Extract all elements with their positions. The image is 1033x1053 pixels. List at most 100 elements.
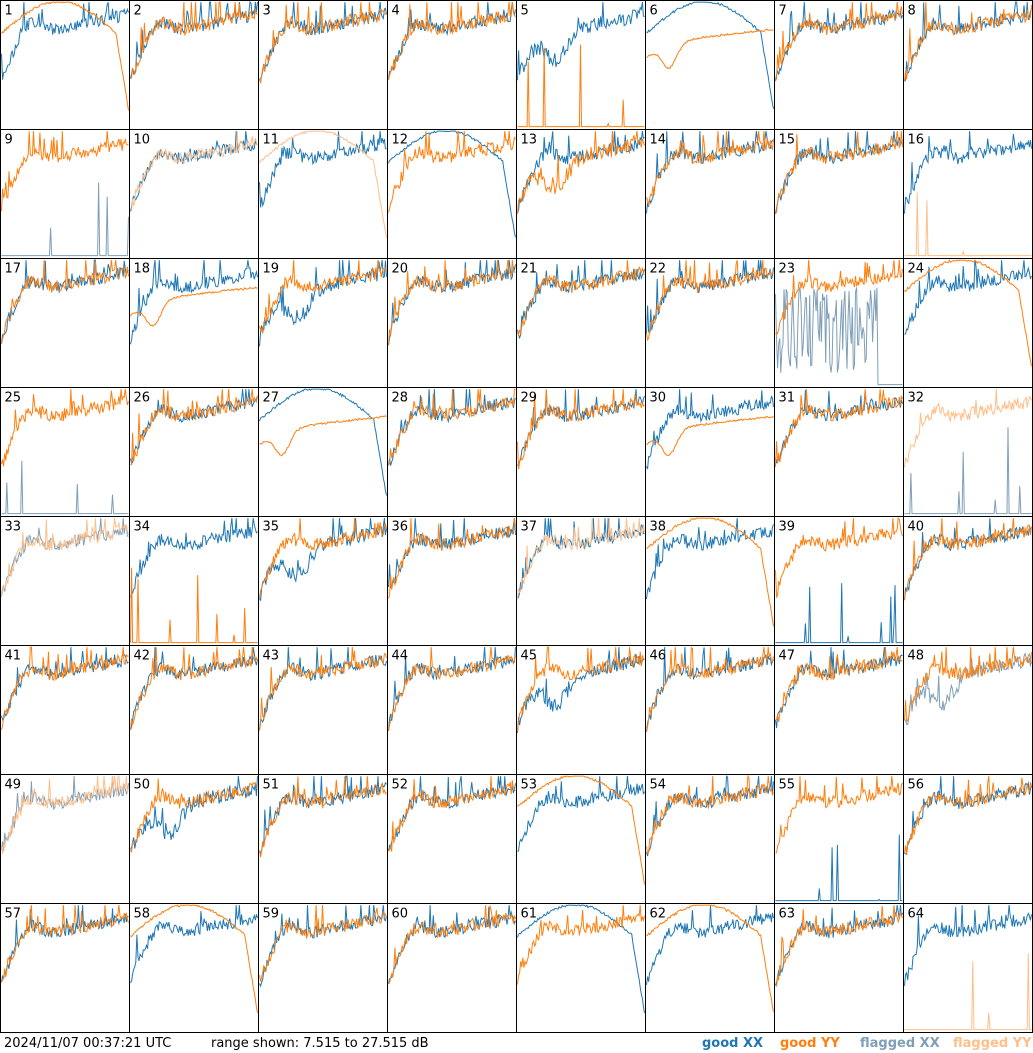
panel-4: 4 xyxy=(387,0,517,130)
series-yy-60 xyxy=(388,905,516,985)
series-yy-11 xyxy=(259,130,387,238)
series-yy-22 xyxy=(646,259,774,342)
panel-frame-30 xyxy=(645,387,775,517)
panel-37: 37 xyxy=(516,516,646,646)
panel-label-32: 32 xyxy=(908,391,925,406)
series-xx-58 xyxy=(130,905,258,984)
panel-label-33: 33 xyxy=(5,520,22,535)
panel-label-57: 57 xyxy=(5,907,22,922)
panel-38: 38 xyxy=(645,516,775,646)
panel-2: 2 xyxy=(129,0,259,130)
panel-label-52: 52 xyxy=(392,778,409,793)
panel-frame-44 xyxy=(387,645,517,775)
series-yy-47 xyxy=(775,647,903,722)
panel-frame-33 xyxy=(0,516,130,646)
panel-frame-50 xyxy=(129,774,259,904)
panel-label-61: 61 xyxy=(521,907,538,922)
panel-55: 55 xyxy=(774,774,904,904)
series-xx-61 xyxy=(517,904,645,1014)
panel-25: 25 xyxy=(0,387,130,517)
series-yy-37 xyxy=(517,518,645,599)
panel-label-28: 28 xyxy=(392,391,409,406)
series-xx-55 xyxy=(775,834,903,902)
series-yy-32 xyxy=(904,389,1032,468)
panel-label-11: 11 xyxy=(263,133,280,148)
panel-frame-52 xyxy=(387,774,517,904)
series-yy-25 xyxy=(1,389,129,467)
panel-24: 24 xyxy=(903,258,1033,388)
series-yy-23 xyxy=(775,260,903,335)
panel-label-29: 29 xyxy=(521,391,538,406)
panel-frame-47 xyxy=(774,645,904,775)
series-yy-46 xyxy=(646,646,774,733)
series-xx-24 xyxy=(904,260,1032,335)
series-yy-64 xyxy=(904,953,1032,1031)
series-xx-10 xyxy=(130,131,258,212)
series-yy-38 xyxy=(646,517,774,627)
series-xx-16 xyxy=(904,131,1032,214)
panel-label-17: 17 xyxy=(5,262,22,277)
panel-label-1: 1 xyxy=(5,4,13,19)
series-xx-12 xyxy=(388,130,516,238)
panel-label-6: 6 xyxy=(650,4,658,19)
panel-54: 54 xyxy=(645,774,775,904)
panel-label-44: 44 xyxy=(392,649,409,664)
panel-frame-57 xyxy=(0,903,130,1033)
panel-27: 27 xyxy=(258,387,388,517)
panel-label-20: 20 xyxy=(392,262,409,277)
panel-20: 20 xyxy=(387,258,517,388)
panel-42: 42 xyxy=(129,645,259,775)
series-xx-9 xyxy=(1,182,129,257)
series-xx-34 xyxy=(130,518,258,598)
panel-label-50: 50 xyxy=(134,778,151,793)
panel-label-5: 5 xyxy=(521,4,529,19)
series-yy-26 xyxy=(130,389,258,466)
panel-43: 43 xyxy=(258,645,388,775)
panel-label-3: 3 xyxy=(263,4,271,19)
panel-16: 16 xyxy=(903,129,1033,259)
panel-28: 28 xyxy=(387,387,517,517)
panel-23: 23 xyxy=(774,258,904,388)
panel-label-23: 23 xyxy=(779,262,796,277)
panel-57: 57 xyxy=(0,903,130,1033)
series-yy-7 xyxy=(775,2,903,82)
panel-frame-53 xyxy=(516,774,646,904)
series-xx-11 xyxy=(259,131,387,208)
panel-label-39: 39 xyxy=(779,520,796,535)
panel-label-10: 10 xyxy=(134,133,151,148)
series-yy-39 xyxy=(775,516,903,599)
series-xx-28 xyxy=(388,389,516,466)
panel-label-26: 26 xyxy=(134,391,151,406)
panel-46: 46 xyxy=(645,645,775,775)
series-xx-25 xyxy=(1,460,129,515)
series-xx-53 xyxy=(517,776,645,853)
panel-label-14: 14 xyxy=(650,133,667,148)
series-yy-3 xyxy=(259,2,387,84)
series-xx-64 xyxy=(904,905,1032,986)
series-xx-35 xyxy=(259,518,387,601)
panel-label-55: 55 xyxy=(779,778,796,793)
panel-22: 22 xyxy=(645,258,775,388)
panel-label-16: 16 xyxy=(908,133,925,148)
panel-39: 39 xyxy=(774,516,904,646)
series-yy-41 xyxy=(1,646,129,730)
panel-frame-37 xyxy=(516,516,646,646)
panel-12: 12 xyxy=(387,129,517,259)
panel-49: 49 xyxy=(0,774,130,904)
panel-14: 14 xyxy=(645,129,775,259)
panel-8: 8 xyxy=(903,0,1033,130)
series-xx-5 xyxy=(517,2,645,81)
panel-frame-1 xyxy=(0,0,130,130)
panel-17: 17 xyxy=(0,258,130,388)
series-xx-6 xyxy=(646,1,774,109)
legend-flagged-xx: flagged XX xyxy=(860,1036,940,1051)
panel-label-45: 45 xyxy=(521,649,538,664)
series-xx-23 xyxy=(775,286,903,386)
range-text: range shown: 7.515 to 27.515 dB xyxy=(211,1036,429,1051)
panel-label-35: 35 xyxy=(263,520,280,535)
series-yy-54 xyxy=(646,774,774,855)
panel-frame-11 xyxy=(258,129,388,259)
panel-label-18: 18 xyxy=(134,262,151,277)
timestamp: 2024/11/07 00:37:21 UTC xyxy=(4,1036,172,1051)
